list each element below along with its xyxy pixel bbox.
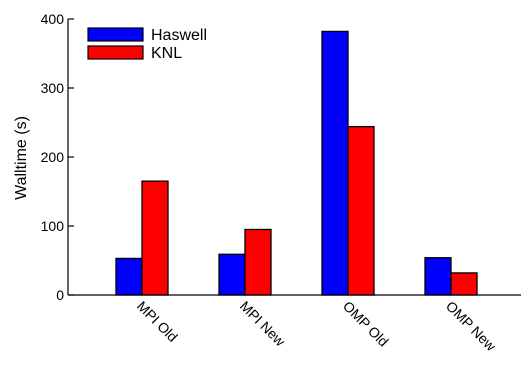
bar-knl-3 <box>450 272 478 296</box>
y-tick-label: 0 <box>56 287 64 303</box>
y-tick-label: 300 <box>41 80 65 96</box>
legend-swatch-knl <box>87 45 144 60</box>
legend-label-haswell: Haswell <box>151 27 207 44</box>
x-tick-label: MPI Old <box>134 298 181 345</box>
legend-swatch-haswell <box>87 27 144 42</box>
y-axis-title: Walltime (s) <box>13 116 30 200</box>
legend-label-knl: KNL <box>151 45 182 62</box>
x-tick-label: OMP New <box>443 298 500 355</box>
bar-knl-0 <box>141 180 169 296</box>
bar-haswell-2 <box>321 30 349 296</box>
y-tick-label: 100 <box>41 218 65 234</box>
bar-knl-2 <box>347 125 375 296</box>
plot-area: 0 100 200 300 400 MPI Old MPI New OMP Old OMP Ne… <box>41 11 521 355</box>
bar-haswell-0 <box>115 257 143 296</box>
bar-knl-1 <box>244 228 272 296</box>
bar-haswell-1 <box>218 253 246 296</box>
x-tick-label: OMP Old <box>340 298 392 350</box>
y-tick-label: 200 <box>41 149 65 165</box>
y-tick-label: 400 <box>41 11 65 27</box>
bar-haswell-3 <box>424 257 452 296</box>
x-tick-label: MPI New <box>237 298 289 350</box>
